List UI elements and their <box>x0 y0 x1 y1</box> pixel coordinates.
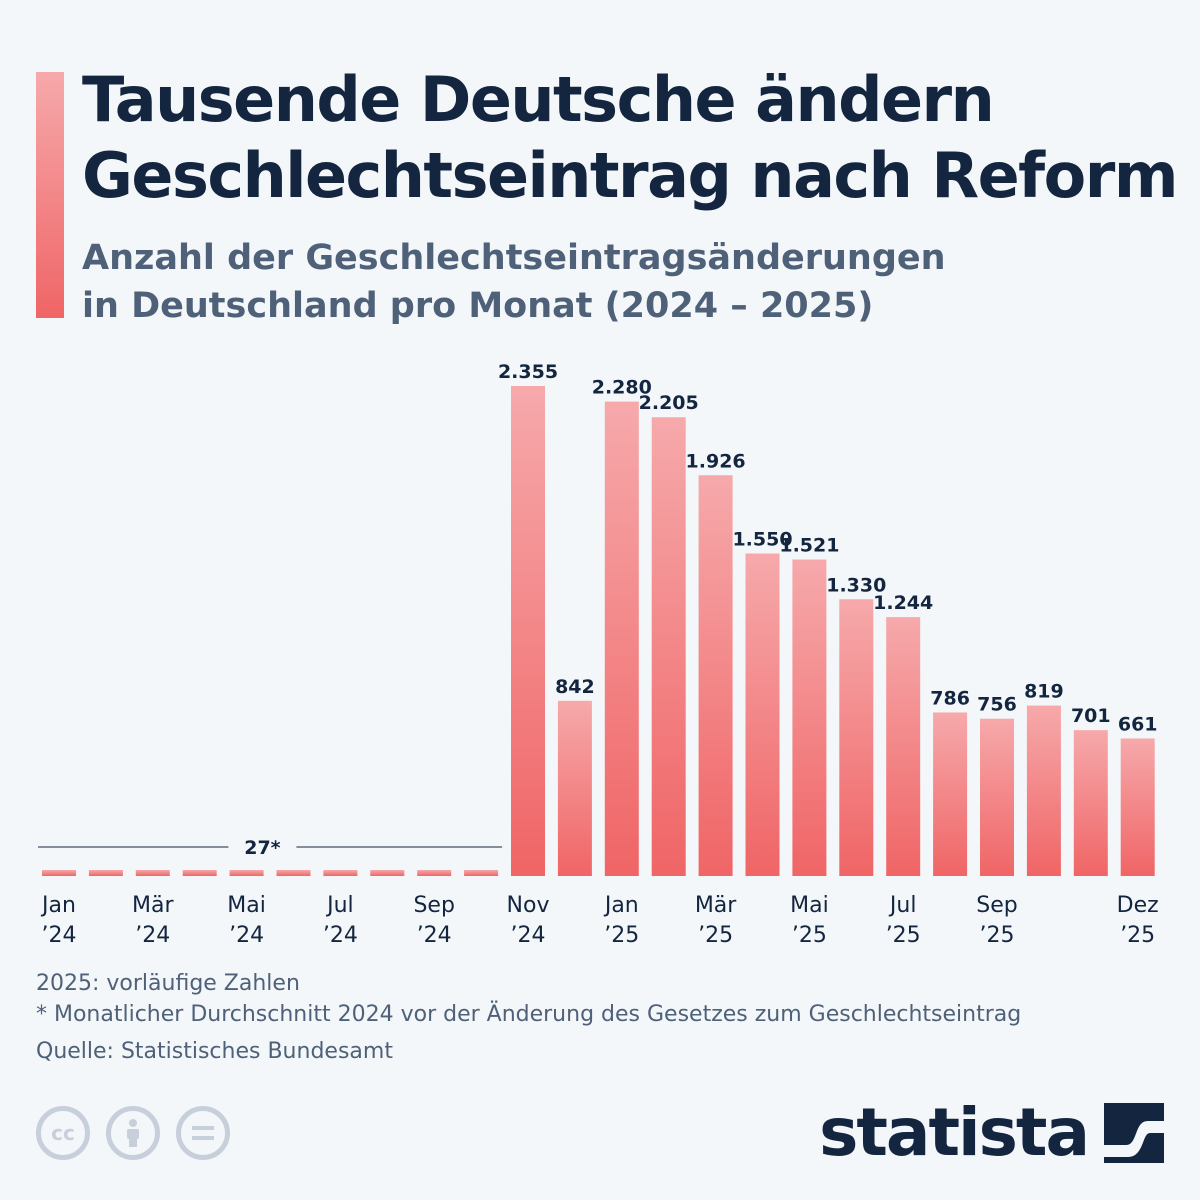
bar-value-label: 1.550 <box>732 528 792 550</box>
bar-value-label: 2.280 <box>592 377 652 399</box>
cc-icon-text: cc <box>51 1121 75 1145</box>
bar-value-label: 756 <box>977 694 1017 716</box>
statista-logo-icon <box>1104 1103 1164 1163</box>
bar <box>886 617 921 876</box>
bar <box>557 700 592 876</box>
bar <box>464 870 499 876</box>
bar <box>229 870 264 876</box>
x-tick-month: Mai <box>790 893 829 918</box>
bar <box>933 712 968 876</box>
bar <box>839 599 874 876</box>
bar-value-label: 2.205 <box>639 392 699 414</box>
bar <box>980 718 1014 876</box>
bar-value-label: 1.330 <box>826 574 886 596</box>
person-icon[interactable] <box>106 1106 160 1160</box>
x-tick-month: Jan <box>603 893 639 918</box>
average-value-label: 27* <box>244 837 280 859</box>
bar <box>698 475 733 876</box>
bar <box>42 870 76 876</box>
bar-value-label: 842 <box>555 676 595 698</box>
x-tick-year: ’25 <box>980 923 1015 948</box>
x-tick-year: ’24 <box>511 923 546 948</box>
bar-value-label: 2.355 <box>498 361 558 383</box>
x-tick-year: ’25 <box>604 923 639 948</box>
title-line-2: Geschlechtseintrag nach Reform <box>82 139 1178 212</box>
x-tick-year: ’25 <box>886 923 921 948</box>
license-icons: cc <box>36 1106 230 1160</box>
bar-value-label: 661 <box>1118 713 1158 735</box>
logo-text: statista <box>819 1094 1090 1171</box>
x-tick-year: ’24 <box>42 923 77 948</box>
x-tick-year: ’24 <box>417 923 452 948</box>
footnotes: 2025: vorläufige Zahlen * Monatlicher Du… <box>36 968 1176 1067</box>
bar <box>1026 705 1061 876</box>
x-tick-month: Mär <box>695 893 737 918</box>
statista-logo[interactable]: statista <box>819 1098 1164 1168</box>
footnote-preliminary: 2025: vorläufige Zahlen <box>36 971 300 996</box>
x-tick-month: Mär <box>132 893 174 918</box>
bar <box>88 870 123 876</box>
bar <box>417 870 452 876</box>
x-tick-month: Nov <box>507 893 550 918</box>
bar <box>370 870 405 876</box>
subtitle-line-2: in Deutschland pro Monat (2024 – 2025) <box>82 286 874 326</box>
x-tick-year: ’25 <box>792 923 827 948</box>
x-axis-ticks: Jan ’24 Mär ’24 Mai ’24 Jul ’24 Sep ’24 Nov ’24 Jan ’… <box>40 893 1159 948</box>
page-subtitle: Anzahl der Geschlechtseintragsänderungen… <box>82 234 1082 330</box>
bar-value-label: 701 <box>1071 705 1111 727</box>
bar-value-label: 819 <box>1024 681 1064 703</box>
bar-value-label: 1.244 <box>873 592 933 614</box>
title-accent-bar <box>36 72 64 318</box>
bar <box>604 401 639 876</box>
bar <box>276 870 311 876</box>
x-tick-year: ’25 <box>1120 923 1155 948</box>
bar <box>792 559 827 876</box>
x-tick-month: Jul <box>888 893 917 918</box>
x-tick-year: ’25 <box>698 923 733 948</box>
x-tick-year: ’24 <box>229 923 264 948</box>
bar <box>1120 738 1155 876</box>
x-tick-month: Mai <box>227 893 266 918</box>
x-tick-month: Dez <box>1117 893 1159 918</box>
equals-icon-glyph <box>192 1126 214 1140</box>
x-tick-month: Sep <box>976 893 1017 918</box>
source-text: Quelle: Statistisches Bundesamt <box>36 1039 393 1064</box>
bar-value-label: 1.521 <box>779 535 839 557</box>
bar-value-label: 786 <box>930 687 970 709</box>
x-tick-month: Jan <box>40 893 76 918</box>
x-tick-year: ’24 <box>135 923 170 948</box>
bar-value-label: 1.926 <box>686 450 746 472</box>
x-tick-month: Jul <box>325 893 354 918</box>
bar <box>745 553 780 876</box>
footnote-average: * Monatlicher Durchschnitt 2024 vor der … <box>36 1002 1022 1027</box>
title-line-1: Tausende Deutsche ändern <box>82 63 995 136</box>
equals-icon[interactable] <box>176 1106 230 1160</box>
bar <box>323 870 358 876</box>
bar <box>182 870 217 876</box>
bar <box>651 417 686 876</box>
person-icon-glyph <box>127 1119 139 1147</box>
bar <box>511 386 545 876</box>
bar <box>1073 730 1108 876</box>
average-annotation: 27* <box>38 837 503 859</box>
x-tick-month: Sep <box>413 893 454 918</box>
cc-icon[interactable]: cc <box>36 1106 90 1160</box>
x-tick-year: ’24 <box>323 923 358 948</box>
bar <box>135 870 170 876</box>
page-title: Tausende Deutsche ändern Geschlechtseint… <box>82 62 1182 214</box>
subtitle-line-1: Anzahl der Geschlechtseintragsänderungen <box>82 238 946 278</box>
